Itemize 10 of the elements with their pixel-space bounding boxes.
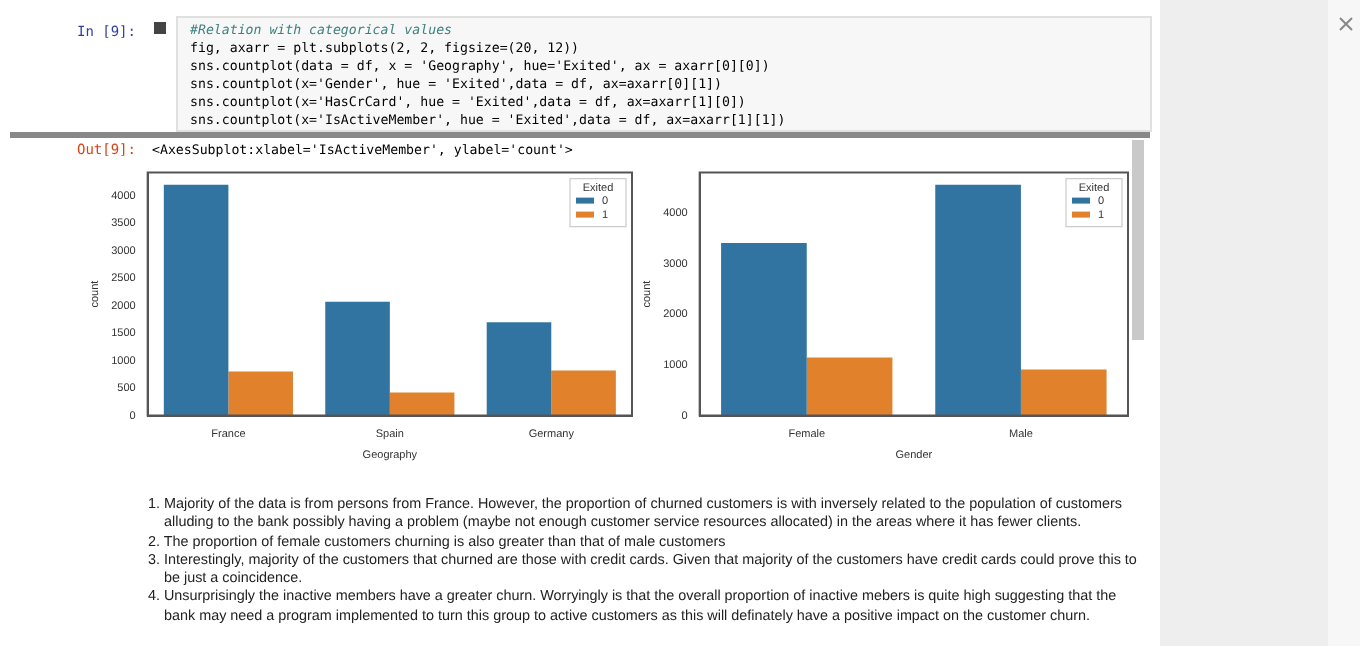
bar [935, 184, 1021, 416]
bar [228, 371, 293, 416]
bar [1020, 369, 1107, 416]
bar [163, 184, 229, 416]
bar [325, 301, 390, 416]
bar [389, 392, 455, 416]
bar [721, 242, 807, 416]
bar [486, 322, 552, 416]
bar [806, 357, 893, 416]
bar [551, 370, 616, 416]
